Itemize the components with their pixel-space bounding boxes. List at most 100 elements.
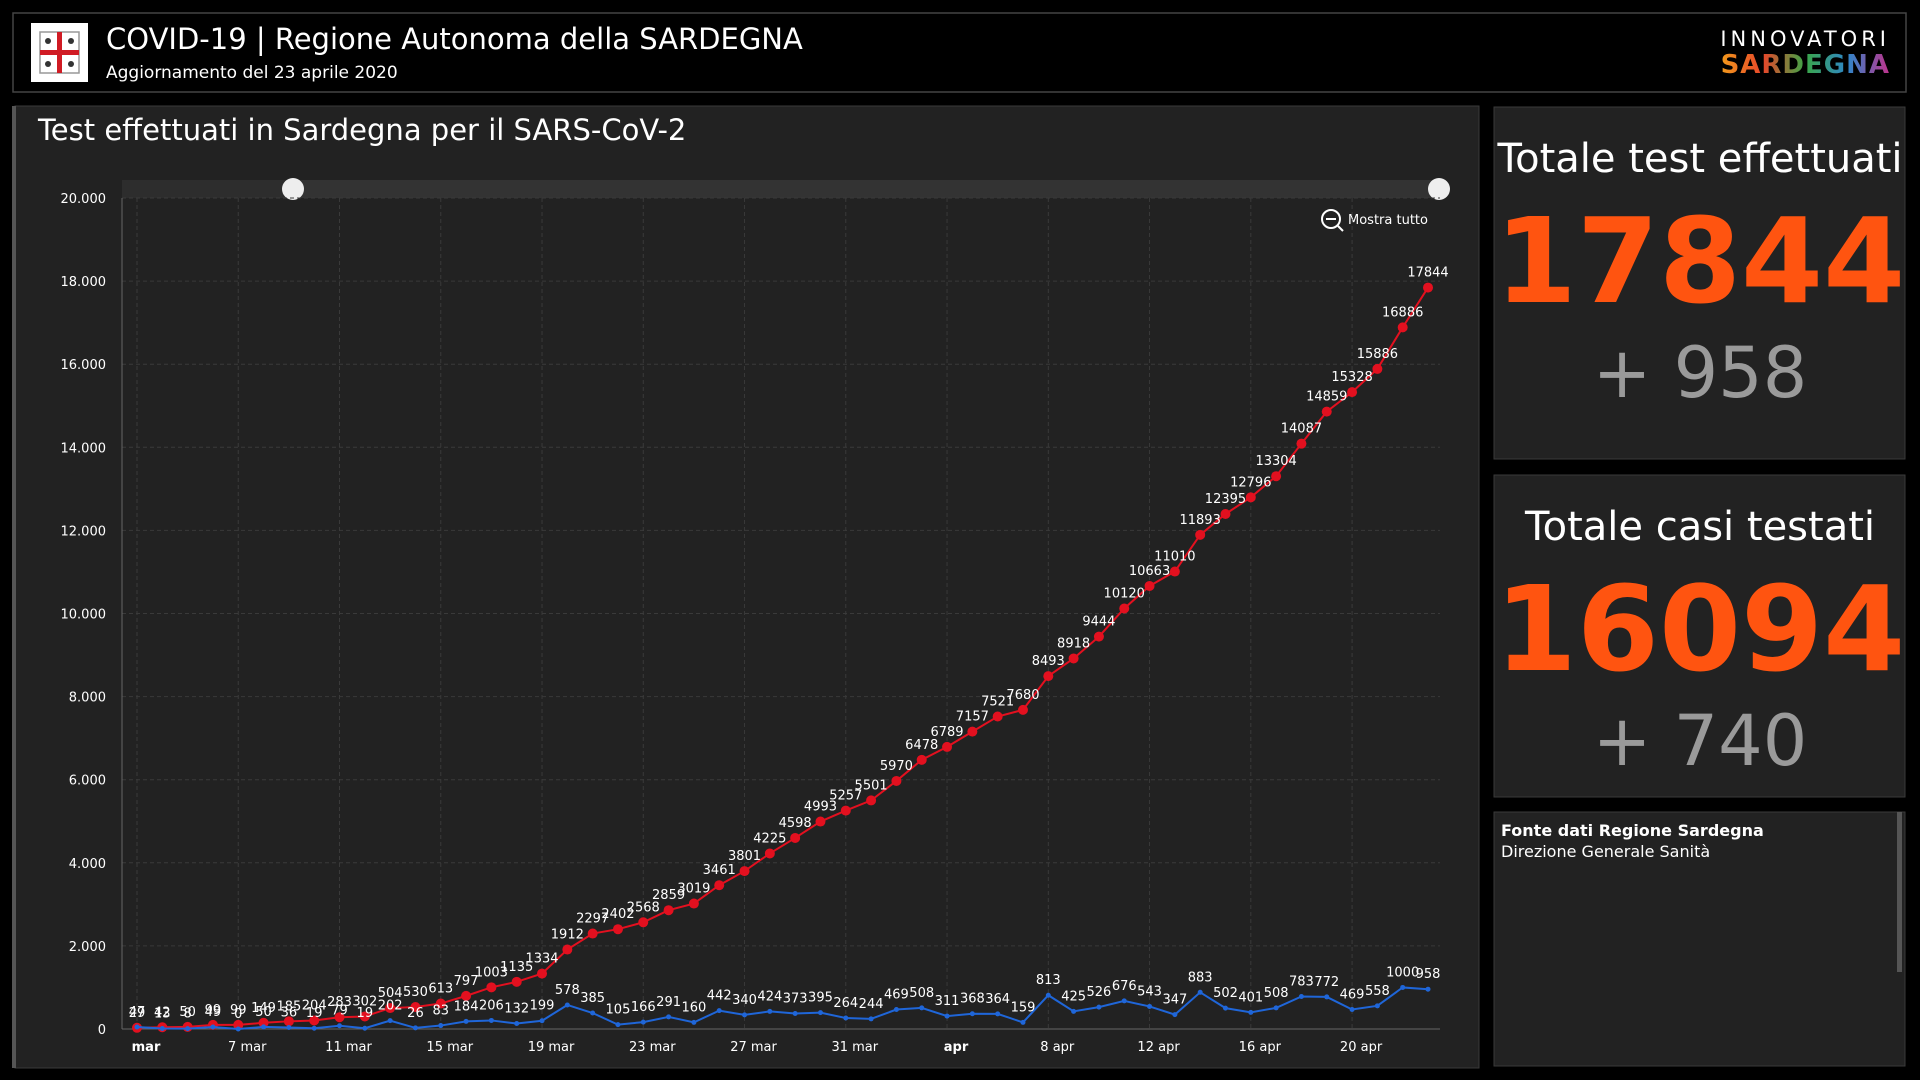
data-point	[1071, 1008, 1077, 1014]
data-point	[790, 832, 801, 843]
x-tick-label: 31 mar	[831, 1040, 878, 1055]
data-label: 558	[1365, 984, 1390, 999]
data-label: 0	[234, 1007, 242, 1022]
data-point	[1017, 704, 1028, 715]
data-label: 8493	[1032, 654, 1065, 669]
header-panel	[12, 12, 1907, 93]
data-label: 385	[580, 991, 605, 1006]
data-label: 504	[378, 986, 403, 1001]
y-tick-label: 14.000	[61, 441, 107, 456]
source-subtitle: Direzione Generale Sanità	[1501, 842, 1710, 861]
data-point	[942, 741, 953, 752]
data-point	[893, 1007, 899, 1013]
data-label: 149	[251, 1001, 276, 1016]
data-point	[638, 917, 649, 928]
kpi-value: 17844	[1495, 192, 1906, 330]
x-tick-label: 19 mar	[528, 1040, 575, 1055]
kpi-value: 16094	[1495, 560, 1906, 698]
scrollbar-handle[interactable]	[282, 178, 304, 200]
data-label: 7680	[1006, 688, 1039, 703]
data-label: 368	[960, 992, 985, 1007]
data-label: 1135	[500, 960, 533, 975]
data-label: 578	[555, 983, 580, 998]
data-label: 469	[1340, 988, 1365, 1003]
data-label: 8	[183, 1007, 191, 1022]
data-point	[843, 1015, 849, 1021]
data-label: 772	[1314, 975, 1339, 990]
scrollbar-handle[interactable]	[1428, 178, 1450, 200]
data-point	[1245, 492, 1256, 503]
source-title: Fonte dati Regione Sardegna	[1501, 821, 1764, 840]
brand-bottom: SARDEGNA	[1721, 50, 1890, 80]
data-label: 1003	[475, 965, 508, 980]
series-line	[136, 986, 1429, 1031]
data-point	[764, 848, 775, 859]
y-tick-label: 0	[98, 1023, 106, 1038]
data-point	[767, 1008, 773, 1014]
data-label: 204	[302, 999, 327, 1014]
data-point	[1324, 994, 1330, 1000]
data-label: 14859	[1306, 390, 1347, 405]
kpi-panels: Totale test effettuati 17844+ 958 Totale c…	[1493, 106, 1906, 798]
scrollbar-thumb[interactable]	[293, 180, 1440, 198]
data-point	[868, 1016, 874, 1022]
data-label: 184	[454, 999, 479, 1014]
data-point	[666, 1014, 672, 1020]
data-label: 160	[681, 1000, 706, 1015]
data-label: 264	[833, 996, 858, 1011]
chart-panel	[14, 105, 1480, 1069]
zoom-out-label[interactable]: Mostra tutto	[1348, 213, 1428, 228]
plot: 0 2.000 4.000 6.000 8.000 10.000 12.000 14.000 1…	[61, 192, 1449, 1055]
data-label: 14087	[1281, 422, 1322, 437]
zoom-out-button[interactable]: Mostra tutto	[1321, 209, 1428, 232]
data-label: 12796	[1230, 475, 1271, 490]
data-point	[385, 1003, 396, 1014]
data-label: 42	[154, 1005, 171, 1020]
data-point	[514, 1021, 520, 1027]
data-label: 16886	[1382, 305, 1423, 320]
data-point	[1045, 992, 1051, 998]
y-tick-label: 2.000	[69, 940, 106, 955]
data-point	[817, 1010, 823, 1016]
data-label: 99	[205, 1003, 222, 1018]
data-point	[792, 1011, 798, 1017]
data-label: 50	[179, 1005, 196, 1020]
data-label: 401	[1238, 990, 1263, 1005]
y-tick-label: 8.000	[69, 691, 106, 706]
data-label: 373	[783, 992, 808, 1007]
data-point	[840, 805, 851, 816]
data-label: 15886	[1357, 347, 1398, 362]
y-tick-label: 16.000	[61, 358, 107, 373]
data-label: 3019	[677, 882, 710, 897]
data-label: 291	[656, 995, 681, 1010]
y-tick-label: 10.000	[61, 608, 107, 623]
data-label: 79	[331, 1004, 348, 1019]
y-tick-label: 6.000	[69, 774, 106, 789]
series-line	[136, 287, 1429, 1029]
kpi-panel	[1493, 106, 1906, 460]
data-point	[1093, 631, 1104, 642]
data-point	[463, 1018, 469, 1024]
data-point	[1147, 1003, 1153, 1009]
data-point	[1425, 986, 1431, 992]
data-label: 347	[1162, 993, 1187, 1008]
source-scrollbar[interactable]	[1897, 812, 1902, 972]
data-point	[1068, 653, 1079, 664]
data-point	[969, 1011, 975, 1017]
data-point	[564, 1002, 570, 1008]
data-point	[1321, 406, 1332, 417]
data-point	[1273, 1005, 1279, 1011]
data-label: 4598	[779, 816, 812, 831]
data-label: 5970	[880, 759, 913, 774]
data-label: 202	[378, 999, 403, 1014]
data-point	[1400, 984, 1406, 990]
data-label: 36	[281, 1006, 298, 1021]
data-label: 11893	[1179, 513, 1220, 528]
x-tick-label: 8 apr	[1040, 1040, 1075, 1055]
data-point	[309, 1015, 320, 1026]
data-point	[1349, 1007, 1355, 1013]
data-label: 83	[432, 1004, 449, 1019]
x-tick-label: 11 mar	[325, 1040, 372, 1055]
data-point	[919, 1005, 925, 1011]
data-label: 166	[631, 1000, 656, 1015]
